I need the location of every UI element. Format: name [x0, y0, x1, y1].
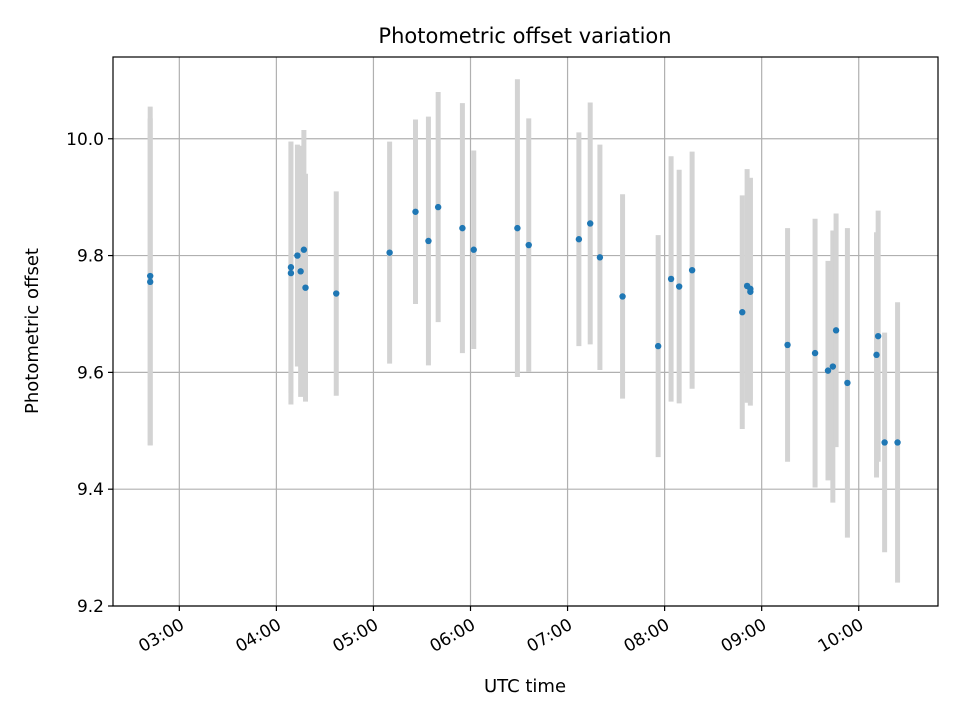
data-point: [386, 249, 393, 256]
data-point: [514, 224, 521, 232]
data-point: [425, 237, 432, 245]
data-point: [824, 367, 832, 374]
grid: [113, 57, 938, 607]
y-tick-label: 9.6: [77, 363, 104, 383]
chart-title: Photometric offset variation: [378, 24, 671, 48]
data-point: [832, 327, 840, 334]
data-point: [675, 283, 683, 290]
data-point: [739, 309, 746, 316]
plot-frame: [112, 56, 939, 607]
data-point: [667, 275, 675, 283]
data-point: [294, 252, 301, 259]
data-point: [688, 266, 696, 274]
data-point: [747, 285, 754, 293]
x-axis-label: UTC time: [484, 676, 566, 697]
data-point: [596, 254, 604, 261]
data-point: [874, 332, 882, 340]
data-point: [881, 439, 888, 446]
data-point: [587, 220, 594, 227]
data-point: [829, 363, 837, 370]
y-tick-label: 10.0: [66, 130, 104, 150]
data-point: [297, 268, 304, 275]
data-point: [873, 351, 880, 359]
data-point: [654, 342, 662, 350]
data-point: [287, 264, 295, 271]
data-point: [470, 246, 477, 253]
data-point: [575, 236, 583, 243]
y-axis-label: Photometric offset: [22, 248, 43, 414]
data-point: [784, 341, 791, 349]
data-point: [287, 269, 295, 277]
data-point: [894, 439, 901, 446]
data-point: [300, 246, 308, 253]
data-points: [147, 203, 901, 446]
data-point: [811, 349, 819, 357]
data-point: [147, 278, 154, 286]
data-point: [844, 379, 851, 387]
data-point: [525, 241, 532, 249]
y-tick-label: 9.4: [77, 480, 104, 500]
y-tick-label: 9.8: [77, 247, 104, 267]
data-point: [333, 290, 340, 297]
data-point: [302, 284, 309, 291]
data-point: [459, 224, 466, 232]
data-point: [619, 293, 626, 300]
data-point: [412, 208, 419, 215]
y-tick-label: 9.2: [77, 597, 104, 617]
data-point: [147, 272, 154, 280]
data-point: [434, 203, 442, 211]
